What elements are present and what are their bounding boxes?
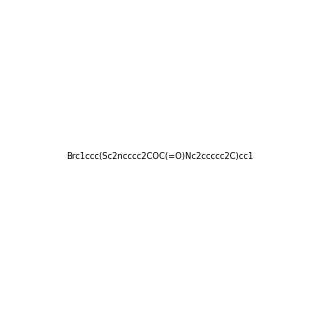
- Text: Brc1ccc(Sc2ncccc2COC(=O)Nc2ccccc2C)cc1: Brc1ccc(Sc2ncccc2COC(=O)Nc2ccccc2C)cc1: [66, 153, 254, 161]
